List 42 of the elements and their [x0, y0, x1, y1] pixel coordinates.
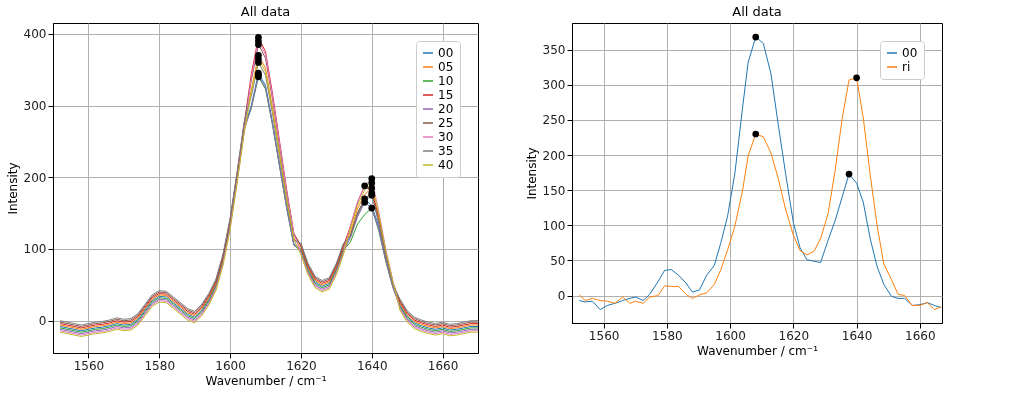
- legend-label: 35: [438, 144, 454, 158]
- x-tick-label: 1600: [215, 358, 246, 373]
- legend-label: ri: [902, 60, 911, 74]
- x-tick-label: 1660: [905, 328, 936, 343]
- x-tick-label: 1580: [144, 358, 176, 373]
- y-tick-label: 250: [542, 113, 566, 128]
- x-tick-label: 1560: [588, 328, 620, 343]
- x-tick-label: 1620: [778, 328, 810, 343]
- chart-title: All data: [240, 4, 291, 19]
- legend-label: 10: [438, 74, 454, 88]
- x-tick-label: 1600: [715, 328, 746, 343]
- x-tick-label: 1640: [356, 358, 388, 373]
- y-axis-title: Intensity: [5, 162, 20, 215]
- legend-label: 00: [902, 46, 918, 60]
- y-tick-label: 350: [542, 43, 566, 58]
- y-tick-label: 0: [38, 314, 47, 329]
- y-axis-title: Intensity: [524, 147, 539, 200]
- y-tick-label: 300: [542, 78, 566, 93]
- legend-label: 40: [438, 158, 454, 172]
- legend-label: 30: [438, 130, 454, 144]
- x-tick-label: 1640: [841, 328, 873, 343]
- y-tick-label: 50: [550, 253, 566, 268]
- y-tick-label: 200: [542, 148, 566, 163]
- x-tick-label: 1560: [73, 358, 105, 373]
- x-tick-label: 1580: [652, 328, 683, 343]
- legend-label: 25: [438, 116, 454, 130]
- legend-label: 05: [438, 60, 454, 74]
- y-tick-label: 300: [23, 99, 47, 113]
- y-tick-label: 200: [23, 170, 47, 185]
- y-tick-label: 400: [23, 27, 47, 42]
- y-tick-label: 0: [557, 289, 566, 304]
- chart-title: All data: [732, 4, 782, 19]
- x-axis-title: Wavenumber / cm⁻¹: [697, 343, 819, 358]
- legend-label: 15: [438, 88, 454, 102]
- legend-label: 20: [438, 102, 454, 116]
- y-tick-label: 100: [542, 218, 566, 233]
- y-tick-label: 150: [542, 183, 566, 198]
- y-tick-label: 100: [23, 242, 47, 257]
- x-tick-label: 1660: [427, 358, 459, 373]
- x-axis-title: Wavenumber / cm⁻¹: [205, 373, 327, 388]
- x-tick-label: 1620: [286, 358, 317, 373]
- legend-label: 00: [438, 46, 454, 60]
